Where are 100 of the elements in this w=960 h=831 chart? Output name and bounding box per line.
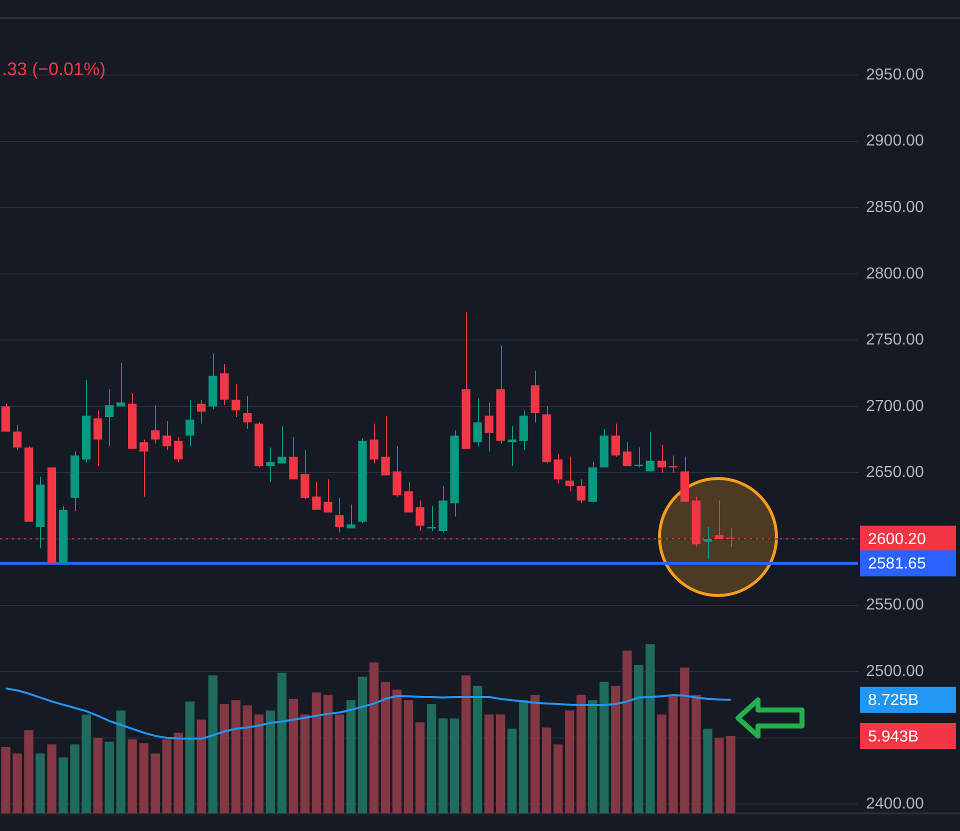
bar [576, 694, 586, 814]
bar [726, 736, 736, 814]
candlestick [346, 504, 356, 529]
candlestick [381, 415, 390, 476]
candlestick [105, 388, 114, 447]
bar [254, 714, 264, 814]
bar [472, 686, 482, 814]
bar [565, 710, 574, 814]
candlestick [266, 447, 275, 482]
bar [82, 714, 91, 814]
candlestick [404, 481, 413, 513]
candlestick [565, 456, 574, 492]
bar [507, 728, 517, 814]
candlestick [473, 398, 482, 447]
candlestick [151, 404, 160, 444]
bar [266, 710, 276, 814]
bar [622, 650, 632, 814]
y-tick-label: 2750.00 [866, 332, 924, 349]
candlestick [335, 497, 344, 533]
bar [312, 692, 322, 814]
bar [277, 672, 287, 814]
bar [196, 720, 206, 814]
y2-tick-label: 5.943B [868, 728, 919, 746]
candlestick [197, 399, 206, 424]
bar [518, 700, 528, 814]
bar [174, 732, 183, 814]
candlestick [622, 442, 632, 467]
candlestick [186, 399, 194, 447]
bar [70, 744, 80, 814]
bar [220, 704, 229, 814]
y-tick-label: 2850.00 [866, 198, 924, 216]
bar [24, 730, 34, 814]
bar [93, 738, 102, 814]
bar [162, 739, 172, 814]
y-tick-label: 2700.00 [866, 398, 924, 415]
bar [1, 747, 10, 814]
bar [461, 675, 471, 814]
candlestick [634, 447, 643, 468]
bar [450, 718, 460, 814]
y-tick-label: 2900.00 [866, 132, 924, 150]
bar [426, 704, 436, 814]
candlestick [554, 454, 562, 484]
bar [334, 714, 344, 814]
bar [323, 694, 333, 814]
y2-tick-label: 8.725B [868, 692, 919, 710]
bar [36, 754, 45, 814]
candlestick [174, 436, 183, 463]
bar [484, 714, 494, 814]
candlestick [278, 426, 286, 464]
bar [657, 714, 666, 814]
bar [600, 682, 609, 814]
bar [116, 710, 126, 814]
candlestick [427, 505, 436, 532]
bar [346, 700, 356, 814]
candlestick [416, 500, 424, 532]
annotation: .33 (−0.01%) [2, 58, 106, 79]
candlestick [12, 424, 22, 451]
bar [369, 662, 379, 814]
candlestick [611, 423, 620, 458]
candlestick [116, 362, 126, 407]
bar [415, 722, 425, 814]
bar [128, 739, 137, 814]
bar [692, 694, 701, 814]
bar [714, 738, 724, 814]
candlestick [140, 439, 148, 498]
candlestick [300, 450, 310, 500]
bar [703, 728, 712, 814]
bar [300, 714, 310, 814]
bar [231, 700, 241, 814]
bar [242, 705, 252, 814]
ref-line-label: 2600.20 [868, 531, 926, 548]
bar [392, 690, 402, 814]
bar [185, 701, 194, 814]
bar [496, 714, 506, 814]
bar [680, 668, 690, 814]
bar [12, 754, 22, 814]
candlestick [576, 478, 586, 504]
candlestick [646, 431, 654, 472]
bar [646, 644, 655, 814]
ref-line-label: 2581.65 [868, 556, 926, 573]
candlestick [484, 402, 494, 452]
bar [554, 744, 563, 814]
bar [150, 754, 160, 814]
bar [380, 682, 390, 814]
candlestick [392, 446, 402, 498]
candlestick [312, 481, 321, 510]
candlestick [94, 410, 102, 467]
candlestick [657, 444, 666, 474]
bar [288, 698, 298, 814]
y-tick-label: 2650.00 [866, 464, 924, 482]
candlestick [162, 420, 172, 451]
bar [634, 664, 644, 814]
bar [139, 743, 148, 814]
bar [208, 675, 218, 814]
bar [668, 696, 678, 814]
candlestick [232, 383, 240, 418]
bar [588, 700, 598, 814]
candlestick [324, 478, 332, 513]
y-tick-label: 2800.00 [866, 265, 924, 282]
candlestick [508, 426, 516, 467]
